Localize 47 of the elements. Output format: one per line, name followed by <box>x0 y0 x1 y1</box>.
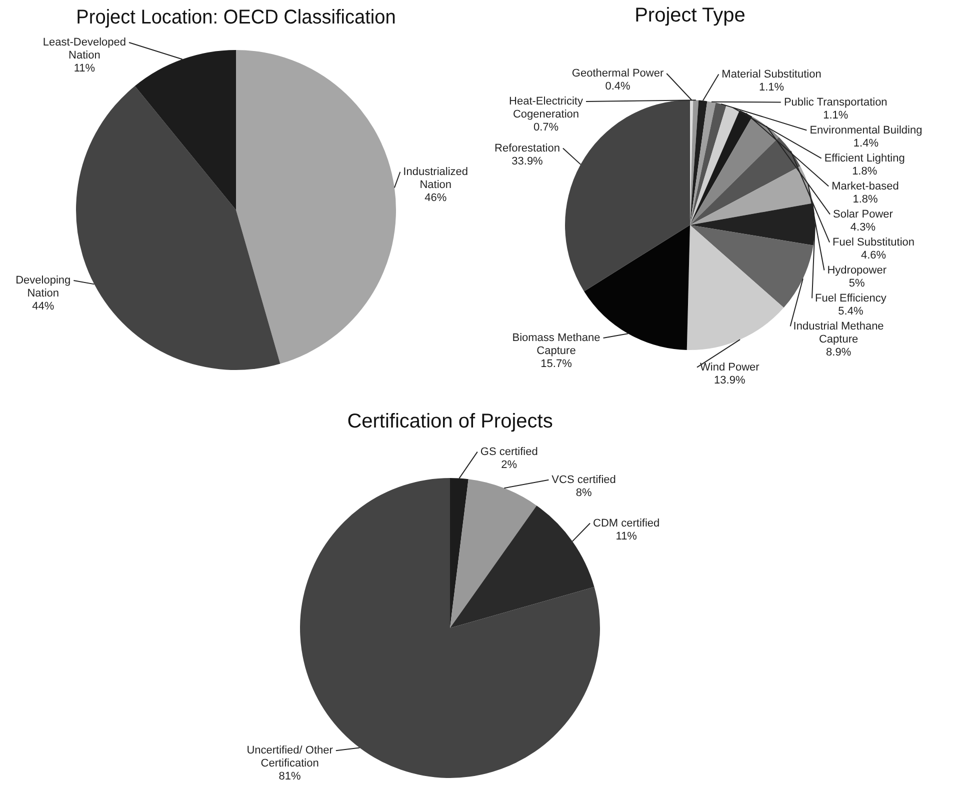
data-label: 33.9% <box>512 155 544 168</box>
slice-label: Biomass Methane Capture <box>512 332 600 357</box>
slice-label: Efficient Lighting <box>824 152 905 164</box>
slice-label: Developing Nation <box>16 274 71 300</box>
slice-label: Environmental Building <box>810 124 922 136</box>
data-label: 0.7% <box>533 122 559 134</box>
chart-title: Project Type <box>634 4 746 27</box>
chart-title: Certification of Projects <box>347 410 553 433</box>
data-label: 81% <box>278 770 302 783</box>
slice-label: Heat-Electricity Cogeneration <box>509 96 584 121</box>
data-label: 1.1% <box>758 81 784 94</box>
data-label: 11% <box>74 62 96 75</box>
slice-label: Reforestation <box>494 142 560 154</box>
slice-label: Market-based <box>832 180 899 192</box>
data-label: 8.9% <box>826 346 852 358</box>
slice-label: Industrial Methane Capture <box>793 320 884 346</box>
data-label: 1.8% <box>852 193 878 206</box>
slice-label: Uncertified/ Other Certification <box>246 744 334 770</box>
data-label: 5.4% <box>838 305 864 318</box>
slice-label: Public Transportation <box>784 96 888 108</box>
data-label: 11% <box>616 530 638 542</box>
data-label: 1.8% <box>852 165 878 178</box>
data-label: 8% <box>576 486 592 499</box>
slice-label: Hydropower <box>827 264 887 276</box>
data-label: 2% <box>501 458 518 471</box>
slice-label: Fuel Efficiency <box>815 292 887 304</box>
data-label: 1.1% <box>823 109 848 122</box>
slice-label: VCS certified <box>552 474 616 486</box>
data-label: 4.6% <box>860 249 886 262</box>
slice-label: Material Substitution <box>722 68 822 80</box>
slice-label: Least-Developed Nation <box>42 36 126 62</box>
slice-label: GS certified <box>480 446 538 458</box>
data-label: 4.3% <box>850 221 876 234</box>
slice-label: Wind Power <box>700 361 760 374</box>
slice-label: Geothermal Power <box>572 68 664 80</box>
data-label: 44% <box>32 300 54 312</box>
data-label: 1.4% <box>853 137 879 150</box>
data-label: 13.9% <box>714 374 746 386</box>
slice-label: Solar Power <box>832 208 894 220</box>
data-label: 5% <box>848 277 866 290</box>
slice-label: Industrialized Nation <box>403 166 468 191</box>
chart-title: Project Location: OECD Classification <box>76 6 396 29</box>
slice-label: Fuel Substitution <box>832 236 914 248</box>
data-label: 46% <box>424 192 447 204</box>
data-label: 0.4% <box>605 80 631 93</box>
data-label: 15.7% <box>540 358 572 370</box>
slice-label: CDM certified <box>593 517 660 530</box>
